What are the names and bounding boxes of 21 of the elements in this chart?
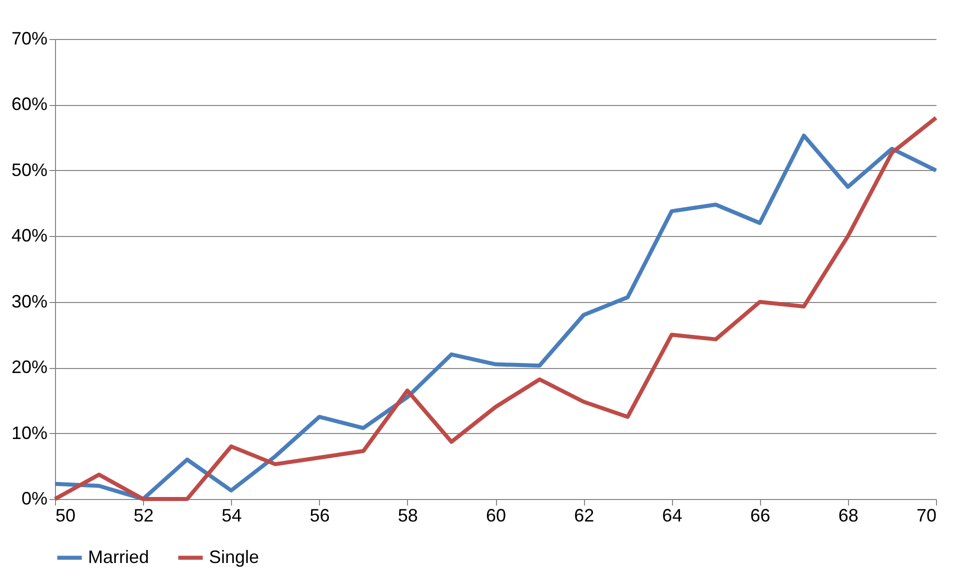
x-tick-label: 70 — [916, 506, 936, 526]
legend-label: Married — [88, 546, 150, 567]
y-tick-label: 20% — [11, 357, 48, 378]
x-tick-label: 64 — [662, 506, 682, 526]
x-tick-label: 58 — [398, 506, 418, 526]
y-tick-label: 50% — [11, 160, 48, 180]
y-tick-label: 0% — [21, 488, 48, 508]
x-tick-label: 56 — [310, 506, 330, 526]
x-tick-label: 66 — [750, 506, 770, 526]
x-tick-label: 50 — [56, 506, 76, 526]
y-tick-label: 10% — [11, 422, 48, 443]
x-tick-label: 60 — [486, 506, 506, 526]
y-tick-label: 40% — [11, 226, 48, 246]
x-tick-label: 62 — [574, 506, 594, 526]
y-tick-label: 60% — [11, 94, 48, 114]
legend-label: Single — [209, 546, 260, 567]
y-tick-label: 70% — [11, 28, 48, 48]
x-tick-label: 54 — [222, 506, 242, 526]
x-tick-label: 52 — [134, 506, 154, 526]
y-tick-label: 30% — [11, 291, 48, 312]
x-tick-label: 68 — [838, 506, 858, 526]
